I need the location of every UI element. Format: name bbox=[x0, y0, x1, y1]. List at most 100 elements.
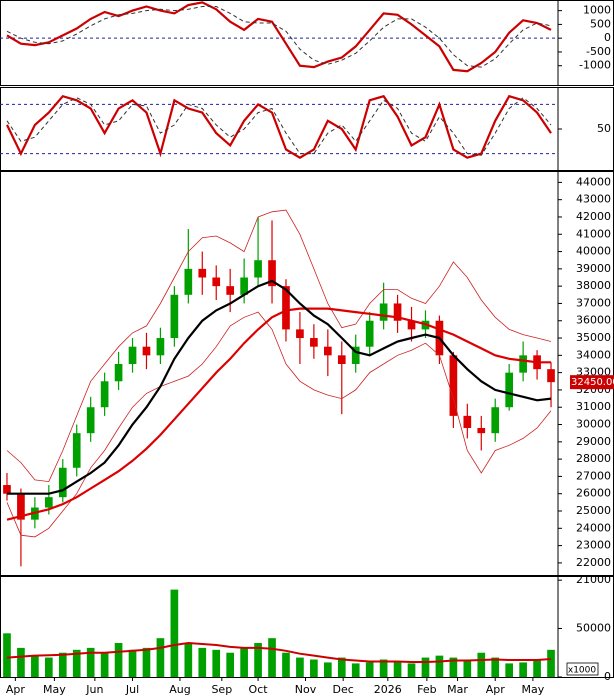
volume-bar bbox=[156, 638, 165, 677]
y-tick-label: 0 bbox=[604, 31, 611, 44]
volume-bar bbox=[505, 663, 514, 677]
volume-bar bbox=[365, 662, 374, 677]
y-tick-label: 30000 bbox=[576, 418, 611, 431]
x-tick-label: Sep bbox=[211, 683, 232, 696]
volume-bar bbox=[3, 633, 11, 677]
x-tick-label: Jul bbox=[125, 683, 139, 696]
volume-bar bbox=[72, 649, 81, 677]
candle-body bbox=[142, 346, 151, 356]
candle-body bbox=[198, 268, 207, 278]
series-line bbox=[6, 94, 552, 159]
volume-bar bbox=[114, 643, 123, 677]
y-tick-label: 1000 bbox=[583, 4, 611, 17]
volume-bar bbox=[296, 657, 304, 677]
volume-bar bbox=[226, 652, 235, 677]
x-tick-label: Apr bbox=[486, 683, 506, 696]
y-tick-label: 25000 bbox=[576, 504, 611, 517]
x-tick-label: Apr bbox=[6, 683, 26, 696]
y-tick-label: 0 bbox=[604, 670, 611, 683]
candle-body bbox=[3, 485, 11, 494]
x-tick-label: Feb bbox=[417, 683, 436, 696]
y-tick-label: 28000 bbox=[576, 452, 611, 465]
candle-body bbox=[463, 415, 472, 428]
y-tick-label: 50000 bbox=[576, 621, 611, 634]
volume-bar bbox=[58, 652, 67, 677]
candle-body bbox=[282, 286, 290, 330]
y-tick-label: 23000 bbox=[576, 539, 611, 552]
candle-body bbox=[407, 320, 416, 330]
candle-body bbox=[254, 260, 262, 278]
y-tick-label: 27000 bbox=[576, 469, 611, 482]
panel-frame bbox=[0, 0, 614, 86]
candle-body bbox=[449, 355, 458, 416]
candle-body bbox=[351, 346, 360, 364]
y-tick-label: -1000 bbox=[579, 59, 611, 72]
candle-body bbox=[323, 346, 332, 356]
candle-body bbox=[337, 355, 346, 364]
candle-body bbox=[491, 407, 500, 434]
y-tick-label: 39000 bbox=[576, 262, 611, 275]
x-tick-label: May bbox=[43, 683, 66, 696]
volume-bar bbox=[142, 647, 151, 677]
last-price-label: 32450.00 bbox=[571, 377, 614, 388]
candle-body bbox=[268, 260, 276, 287]
volume-bar bbox=[170, 589, 179, 677]
y-tick-label: 44000 bbox=[576, 175, 611, 188]
y-tick-label: 40000 bbox=[576, 245, 611, 258]
series-line bbox=[6, 6, 552, 68]
volume-bar bbox=[17, 647, 25, 677]
y-tick-label: 500 bbox=[590, 17, 611, 30]
candle-body bbox=[240, 277, 248, 295]
volume-unit: x1000 bbox=[568, 666, 597, 676]
series-line bbox=[6, 97, 552, 156]
x-tick-label: Jun bbox=[85, 683, 103, 696]
candle-body bbox=[156, 338, 165, 356]
y-tick-label: 29000 bbox=[576, 435, 611, 448]
candle-body bbox=[519, 355, 527, 373]
candle-body bbox=[212, 277, 221, 287]
volume-bar bbox=[86, 647, 95, 677]
volume-bar bbox=[240, 647, 248, 677]
x-tick-label: 2026 bbox=[374, 683, 402, 696]
volume-bar bbox=[449, 657, 458, 677]
y-tick-label: -500 bbox=[586, 45, 611, 58]
volume-bar bbox=[379, 659, 388, 677]
candle-body bbox=[379, 303, 388, 321]
volume-bar bbox=[212, 649, 221, 677]
y-tick-label: 21000 bbox=[576, 573, 611, 586]
candle-body bbox=[547, 369, 555, 383]
candle-body bbox=[477, 427, 486, 434]
candle-body bbox=[226, 286, 235, 295]
volume-bar bbox=[128, 649, 137, 677]
volume-bar bbox=[44, 657, 53, 677]
volume-bar bbox=[198, 647, 207, 677]
y-tick-label: 50 bbox=[597, 122, 611, 135]
y-tick-label: 41000 bbox=[576, 227, 611, 240]
candle-body bbox=[72, 433, 81, 468]
candle-body bbox=[100, 381, 109, 408]
y-tick-label: 36000 bbox=[576, 314, 611, 327]
volume-bar bbox=[184, 643, 193, 677]
candle-body bbox=[58, 467, 67, 498]
volume-bar bbox=[282, 652, 290, 677]
candle-body bbox=[505, 372, 514, 408]
y-tick-label: 31000 bbox=[576, 400, 611, 413]
y-tick-label: 43000 bbox=[576, 193, 611, 206]
candle-body bbox=[17, 493, 25, 520]
volume-bar bbox=[100, 652, 109, 677]
x-tick-label: Nov bbox=[295, 683, 317, 696]
volume-bar bbox=[491, 657, 500, 677]
x-tick-label: Aug bbox=[169, 683, 190, 696]
y-tick-label: 34000 bbox=[576, 348, 611, 361]
series-line bbox=[6, 311, 552, 538]
x-tick-label: Dec bbox=[333, 683, 354, 696]
y-tick-label: 38000 bbox=[576, 279, 611, 292]
last-price-box bbox=[570, 375, 614, 390]
y-tick-label: 22000 bbox=[576, 556, 611, 569]
candle-body bbox=[184, 268, 193, 295]
series-line bbox=[6, 209, 552, 483]
candle-body bbox=[114, 363, 123, 382]
volume-bar bbox=[407, 663, 416, 677]
candle-body bbox=[296, 329, 304, 339]
candle-body bbox=[365, 320, 374, 347]
